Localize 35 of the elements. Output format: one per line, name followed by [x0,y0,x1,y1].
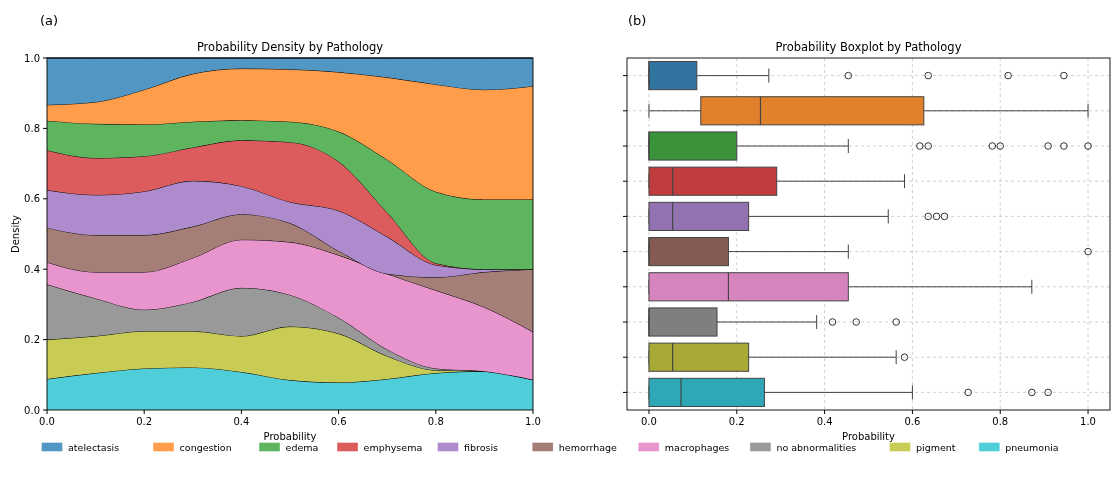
legend-label: pneumonia [1005,441,1059,453]
legend-label: hemorrhage [558,441,618,453]
y-tick-label: 0.8 [24,122,40,134]
x-tick-label: 0.0 [641,416,657,427]
x-tick-label: 1.0 [525,416,541,427]
legend-label: emphysema [363,441,423,453]
x-tick-label: 0.2 [728,416,745,427]
x-tick-label: 0.2 [136,416,153,427]
x-tick-label: 0.6 [904,416,921,427]
legend-label: fibrosis [464,441,499,453]
legend-label: no abnormalities [776,441,857,453]
y-tick-label: 1.0 [24,52,40,64]
legend-label: pigment [916,441,956,453]
x-tick-label: 0.8 [427,416,444,427]
x-tick-label: 0.6 [330,416,347,427]
y-tick-label: 0.0 [24,404,40,416]
x-tick-label: 0.4 [233,416,250,427]
legend-label: congestion [179,441,232,453]
chart-title: Probability Boxplot by Pathology [775,40,962,54]
text: (a) [40,13,59,28]
chart-title: Probability Density by Pathology [196,40,384,54]
x-tick-label: 0.0 [39,416,55,427]
y-axis-title: Density [10,214,21,254]
y-tick-label: 0.2 [24,334,40,346]
legend-label: edema [285,441,319,453]
legend-label: macrophages [664,441,730,453]
x-axis-title: Probability [263,431,317,442]
x-tick-label: 0.8 [992,416,1009,427]
x-axis-title: Probability [842,431,896,442]
y-tick-label: 0.4 [24,263,40,275]
y-tick-label: 0.6 [24,193,40,205]
x-tick-label: 0.4 [816,416,833,427]
text: (b) [628,13,647,28]
legend-label: atelectasis [68,441,120,453]
x-tick-label: 1.0 [1080,416,1096,427]
